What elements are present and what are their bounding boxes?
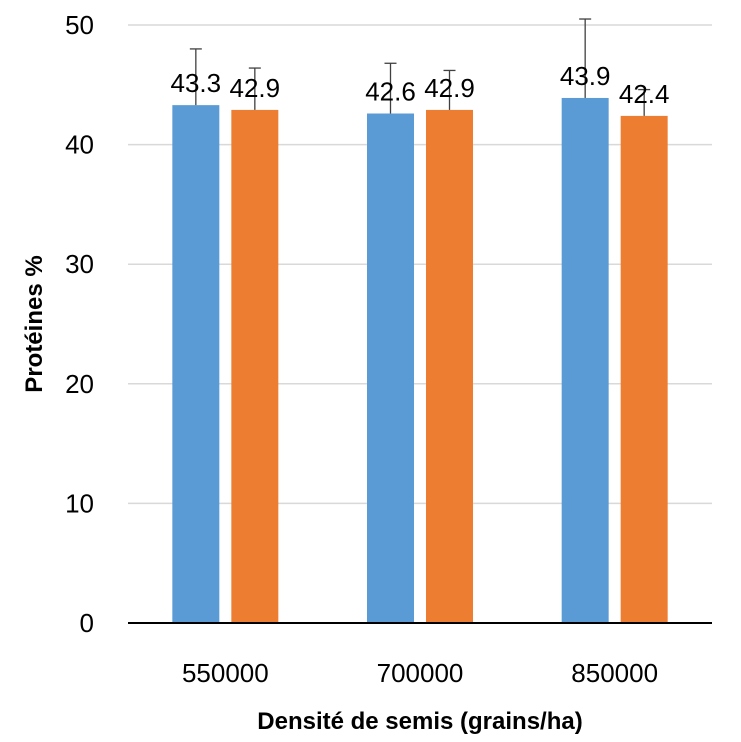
- y-tick-label: 0: [80, 608, 94, 638]
- data-label: 43.9: [560, 61, 611, 91]
- bar: [367, 113, 414, 623]
- bar: [561, 97, 609, 624]
- gridlines: [128, 24, 712, 505]
- data-labels: 43.3 42.9 42.6 42.9 43.9 42.4: [171, 61, 670, 109]
- x-axis-title: Densité de semis (grains/ha): [257, 708, 582, 735]
- x-axis-ticks: 550000 700000 850000: [182, 658, 658, 688]
- y-axis-title: Protéines %: [21, 255, 48, 392]
- y-tick-label: 40: [65, 130, 94, 160]
- data-label: 42.6: [365, 77, 416, 107]
- x-tick-label: 850000: [571, 658, 658, 688]
- y-axis-ticks: 0 10 20 30 40 50: [65, 10, 94, 638]
- bars: [172, 97, 668, 624]
- data-label: 42.9: [424, 73, 475, 103]
- y-tick-label: 10: [65, 488, 94, 518]
- data-label: 42.4: [619, 79, 670, 109]
- y-tick-label: 30: [65, 249, 94, 279]
- x-tick-label: 700000: [377, 658, 464, 688]
- data-label: 43.3: [171, 68, 222, 98]
- error-bars: [189, 18, 651, 116]
- y-tick-label: 50: [65, 10, 94, 40]
- data-label: 42.9: [230, 73, 281, 103]
- bar: [426, 109, 473, 623]
- bar: [172, 105, 220, 623]
- x-tick-label: 550000: [182, 658, 269, 688]
- bar: [620, 115, 668, 624]
- y-tick-label: 20: [65, 369, 94, 399]
- bar: [231, 109, 279, 623]
